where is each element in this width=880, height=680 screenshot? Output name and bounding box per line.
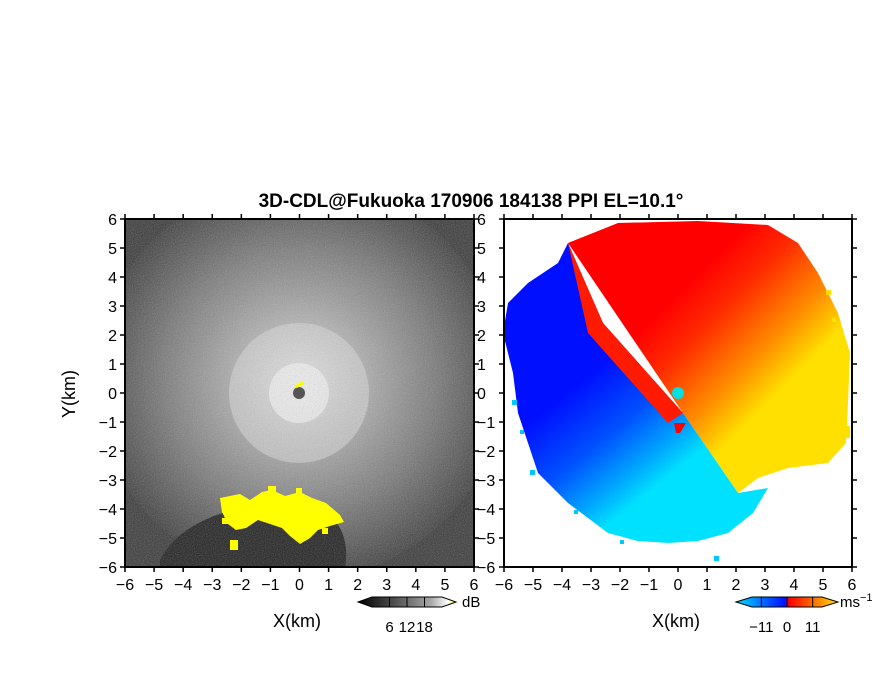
x-tick-label: 4	[790, 577, 799, 594]
x-tick-label: 6	[848, 577, 857, 594]
colorbar-tick-label: 12	[399, 619, 416, 636]
y-tick-label: 5	[108, 241, 117, 258]
reflectivity-panel: −6−6 −6−5−5 −5−4−4 −4−3−3 −3−2−2 −2−1−1 −100 01…	[99, 212, 496, 594]
x-tick-label: 0	[674, 577, 683, 594]
x-tick-label: −4	[553, 577, 571, 594]
colorbar-tick-label: 0	[783, 619, 791, 636]
right-axis-ticks: −6 −5 −4 −3 −2 −1 0 1 2 3 4 5 6	[495, 214, 857, 594]
x-tick-label: 1	[324, 577, 333, 594]
y-tick-label: 3	[108, 299, 117, 316]
reflectivity-image	[125, 219, 474, 567]
x-tick-label: 6	[470, 577, 479, 594]
velocity-speckle-yellow	[818, 290, 850, 438]
x-tick-label: −1	[640, 577, 658, 594]
x-tick-label: −1	[261, 577, 279, 594]
y-tick-label-right: 2	[477, 328, 486, 345]
velocity-image	[504, 221, 850, 561]
chart-title: 3D-CDL@Fukuoka 170906 184138 PPI EL=10.1…	[259, 191, 684, 212]
y-tick-label-right: −3	[477, 473, 495, 490]
colorbar-tick-label: 6	[385, 619, 393, 636]
yellow-echo-cluster	[220, 486, 344, 550]
left-x-axis-label: X(km)	[273, 611, 321, 631]
x-tick-label: 3	[761, 577, 770, 594]
x-tick-label: 1	[703, 577, 712, 594]
x-tick-label: 0	[295, 577, 304, 594]
x-tick-label: 3	[382, 577, 391, 594]
velocity-colorbar-unit: ms−1	[840, 592, 873, 611]
left-axis-ticks: −6−6 −6−5−5 −5−4−4 −4−3−3 −3−2−2 −2−1−1 −100 01…	[99, 212, 496, 594]
y-tick-label: 4	[108, 270, 117, 287]
velocity-colorbar: −11 0 11 ms−1	[734, 592, 873, 636]
velocity-unit-exponent: −1	[860, 592, 873, 604]
y-tick-label: 2	[108, 328, 117, 345]
y-tick-label-right: 4	[477, 270, 486, 287]
x-tick-label: −5	[145, 577, 163, 594]
x-tick-label: −3	[203, 577, 221, 594]
x-tick-label: −4	[174, 577, 192, 594]
y-tick-label: −3	[99, 473, 117, 490]
x-tick-label: 5	[440, 577, 449, 594]
y-tick-label-right: −4	[477, 502, 495, 519]
velocity-unit-base: ms	[840, 594, 860, 611]
y-tick-label: 1	[108, 357, 117, 374]
y-tick-label: −1	[99, 415, 117, 432]
x-tick-label: −2	[611, 577, 629, 594]
y-tick-label-right: 5	[477, 241, 486, 258]
velocity-panel: −6 −5 −4 −3 −2 −1 0 1 2 3 4 5 6	[495, 214, 857, 594]
x-tick-label: 4	[411, 577, 420, 594]
x-tick-label: −3	[582, 577, 600, 594]
x-tick-label: −5	[524, 577, 542, 594]
reflectivity-colorbar-unit: dB	[462, 594, 480, 611]
y-tick-label-right: −2	[477, 444, 495, 461]
y-axis-label: Y(km)	[59, 370, 79, 418]
y-tick-label: 0	[108, 386, 117, 403]
y-tick-label-right: 0	[477, 386, 486, 403]
colorbar-tick-label: 11	[805, 619, 821, 636]
y-tick-label-right: −5	[477, 531, 495, 548]
x-tick-label: 5	[819, 577, 828, 594]
y-tick-label-right: −1	[477, 415, 495, 432]
x-tick-label: −6	[495, 577, 513, 594]
y-tick-label: −6	[99, 560, 117, 577]
y-tick-label: −4	[99, 502, 117, 519]
y-tick-label-right: 1	[477, 357, 486, 374]
velocity-colorbar-ticks: −11 0 11	[749, 597, 820, 636]
x-tick-label: 2	[353, 577, 362, 594]
y-tick-label: 6	[108, 212, 117, 229]
x-tick-label: −6	[116, 577, 134, 594]
right-x-axis-label: X(km)	[652, 611, 700, 631]
y-tick-label-right: −6	[477, 560, 495, 577]
y-tick-label-right: 6	[477, 212, 486, 229]
x-tick-label: 2	[732, 577, 741, 594]
y-tick-label-right: 3	[477, 299, 486, 316]
y-tick-label: −2	[99, 444, 117, 461]
x-tick-label: −2	[232, 577, 250, 594]
colorbar-tick-label: 18	[416, 619, 433, 636]
colorbar-tick-label: −11	[749, 619, 773, 636]
reflectivity-colorbar-ticks: 6 12 18	[385, 597, 433, 636]
y-tick-label: −5	[99, 531, 117, 548]
velocity-speckle-cyan	[512, 400, 719, 561]
reflectivity-colorbar: 6 12 18 dB	[356, 594, 480, 636]
